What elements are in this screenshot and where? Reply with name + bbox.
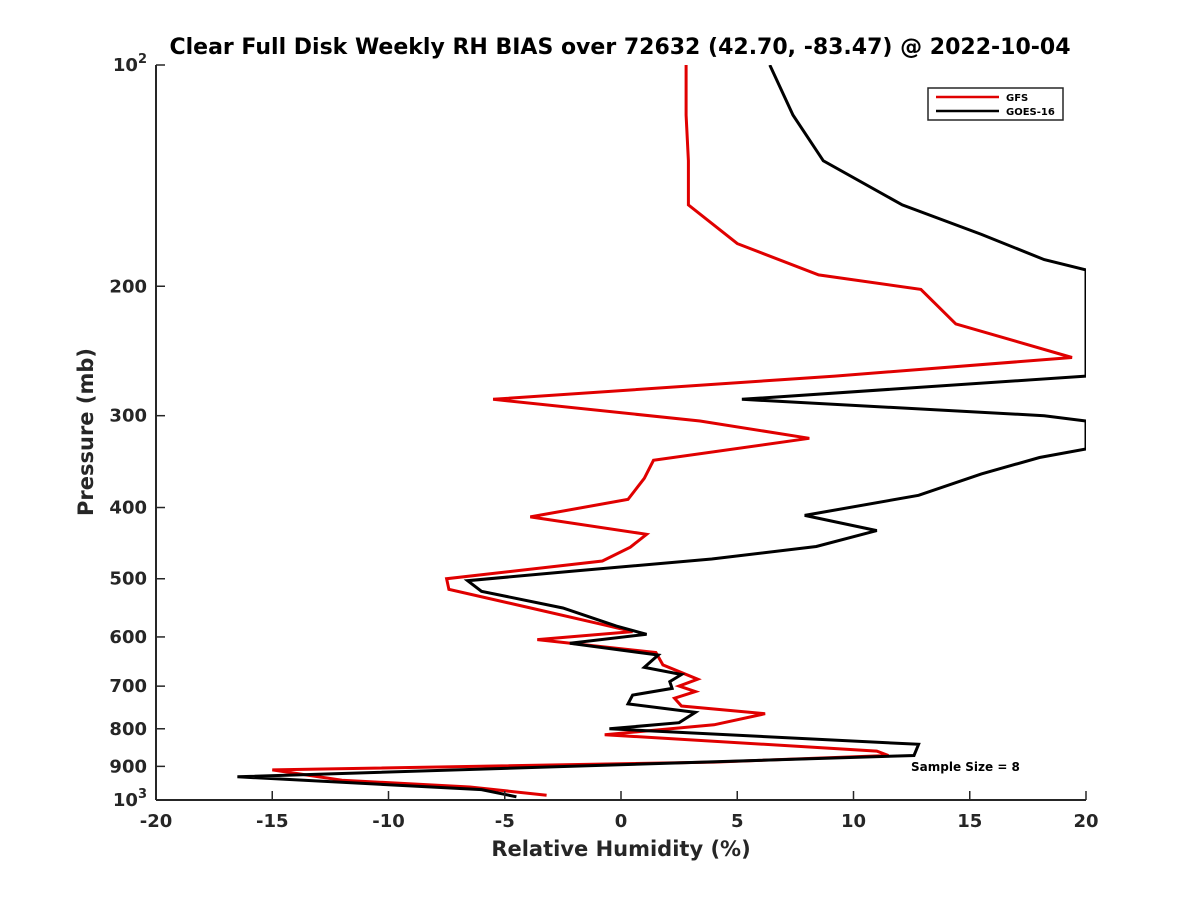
y-tick-label: 200 — [109, 276, 147, 297]
legend-label-gfs: GFS — [1006, 93, 1028, 104]
y-tick-exponent: 2 — [138, 52, 147, 67]
y-tick-base: 10 — [113, 55, 138, 76]
series-line-goes16 — [237, 65, 1086, 799]
chart-title: Clear Full Disk Weekly RH BIAS over 7263… — [169, 35, 1070, 60]
legend-label-goes16: GOES-16 — [1006, 107, 1055, 118]
x-tick-label: 15 — [957, 811, 982, 832]
x-tick-label: -15 — [256, 811, 289, 832]
series-layer — [237, 65, 1086, 799]
plot-area — [237, 65, 1086, 799]
y-tick-label: 800 — [109, 719, 147, 740]
x-tick-label: -10 — [372, 811, 405, 832]
x-tick-label: -20 — [140, 811, 173, 832]
x-tick-label: 0 — [615, 811, 628, 832]
y-tick-label: 600 — [109, 627, 147, 648]
y-tick-label: 700 — [109, 676, 147, 697]
x-tick-label: 20 — [1073, 811, 1098, 832]
legend: GFS GOES-16 — [927, 87, 1064, 121]
y-tick-label: 300 — [109, 406, 147, 427]
series-line-gfs — [272, 65, 1073, 797]
x-axis-label: Relative Humidity (%) — [491, 837, 750, 861]
y-tick-label-exponent: 103 — [113, 787, 147, 811]
x-tick-label: 10 — [841, 811, 866, 832]
sample-size-annotation: Sample Size = 8 — [911, 760, 1020, 774]
axes — [155, 65, 1086, 801]
y-tick-label: 400 — [109, 498, 147, 519]
x-tick-label: -5 — [495, 811, 515, 832]
y-tick-label: 900 — [109, 756, 147, 777]
y-tick-base: 10 — [113, 790, 138, 811]
y-axis-label: Pressure (mb) — [74, 348, 98, 516]
y-tick-label: 500 — [109, 569, 147, 590]
x-ticks: -20 -15 -10 -5 0 5 10 15 20 — [140, 791, 1099, 832]
x-tick-label: 5 — [731, 811, 744, 832]
y-tick-exponent: 3 — [138, 787, 147, 802]
y-tick-label-exponent: 102 — [113, 52, 147, 76]
legend-box — [927, 87, 1064, 121]
